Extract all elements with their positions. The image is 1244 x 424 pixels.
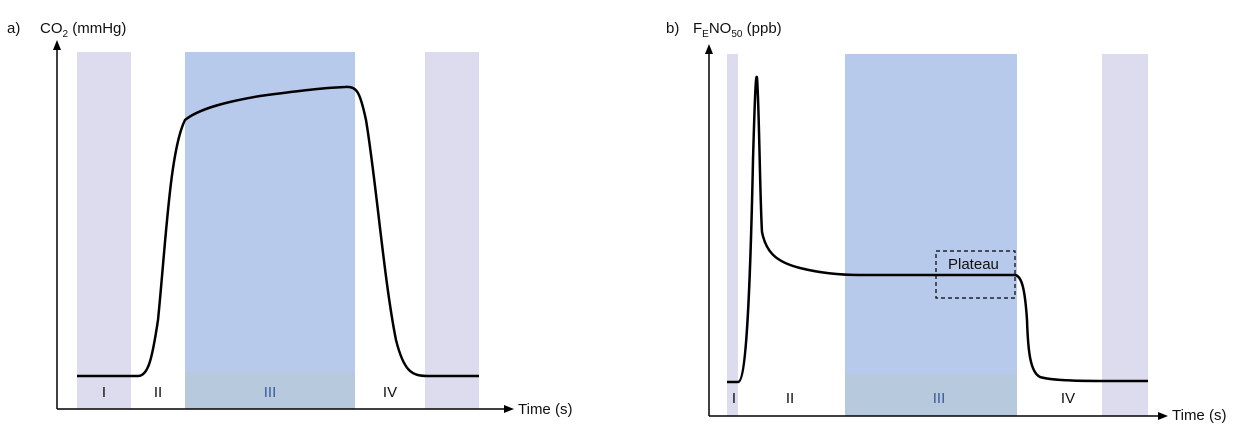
phase-label-iii: III — [933, 390, 946, 407]
phase-label-ii: II — [786, 390, 794, 407]
x-axis-arrow — [504, 405, 514, 413]
phase-iii-lower-band — [845, 374, 1017, 416]
phase-iii-band — [845, 54, 1017, 416]
panel-a: a) CO2 (mmHg) Time (s) I II III IV — [7, 20, 572, 418]
phase-v-band — [425, 52, 479, 409]
plateau-label: Plateau — [948, 256, 999, 273]
y-axis-arrow — [705, 44, 713, 54]
phase-label-iii: III — [264, 384, 277, 401]
phase-i-band — [727, 54, 738, 416]
phase-i-band — [77, 52, 131, 409]
phase-label-i: I — [732, 390, 736, 407]
feno-curve — [727, 75, 1148, 384]
panel-a-xlabel: Time (s) — [518, 401, 572, 418]
phase-label-iv: IV — [383, 384, 397, 401]
y-axis-arrow — [53, 40, 61, 50]
phase-label-iv: IV — [1061, 390, 1075, 407]
x-axis-arrow — [1158, 412, 1168, 420]
phase-iii-lower-band — [185, 372, 355, 409]
panel-b-xlabel: Time (s) — [1172, 407, 1226, 424]
panel-b-letter: b) — [666, 20, 679, 37]
panel-a-letter: a) — [7, 20, 20, 37]
phase-label-ii: II — [154, 384, 162, 401]
panel-b: b) FENO50 (ppb) Time (s) Plateau I II II… — [666, 20, 1226, 424]
panel-a-ylabel: CO2 (mmHg) — [40, 20, 126, 40]
panel-b-ylabel: FENO50 (ppb) — [693, 20, 782, 40]
phase-label-i: I — [102, 384, 106, 401]
phase-v-band — [1102, 54, 1148, 416]
co2-curve — [77, 85, 479, 378]
phase-iii-band — [185, 52, 355, 409]
